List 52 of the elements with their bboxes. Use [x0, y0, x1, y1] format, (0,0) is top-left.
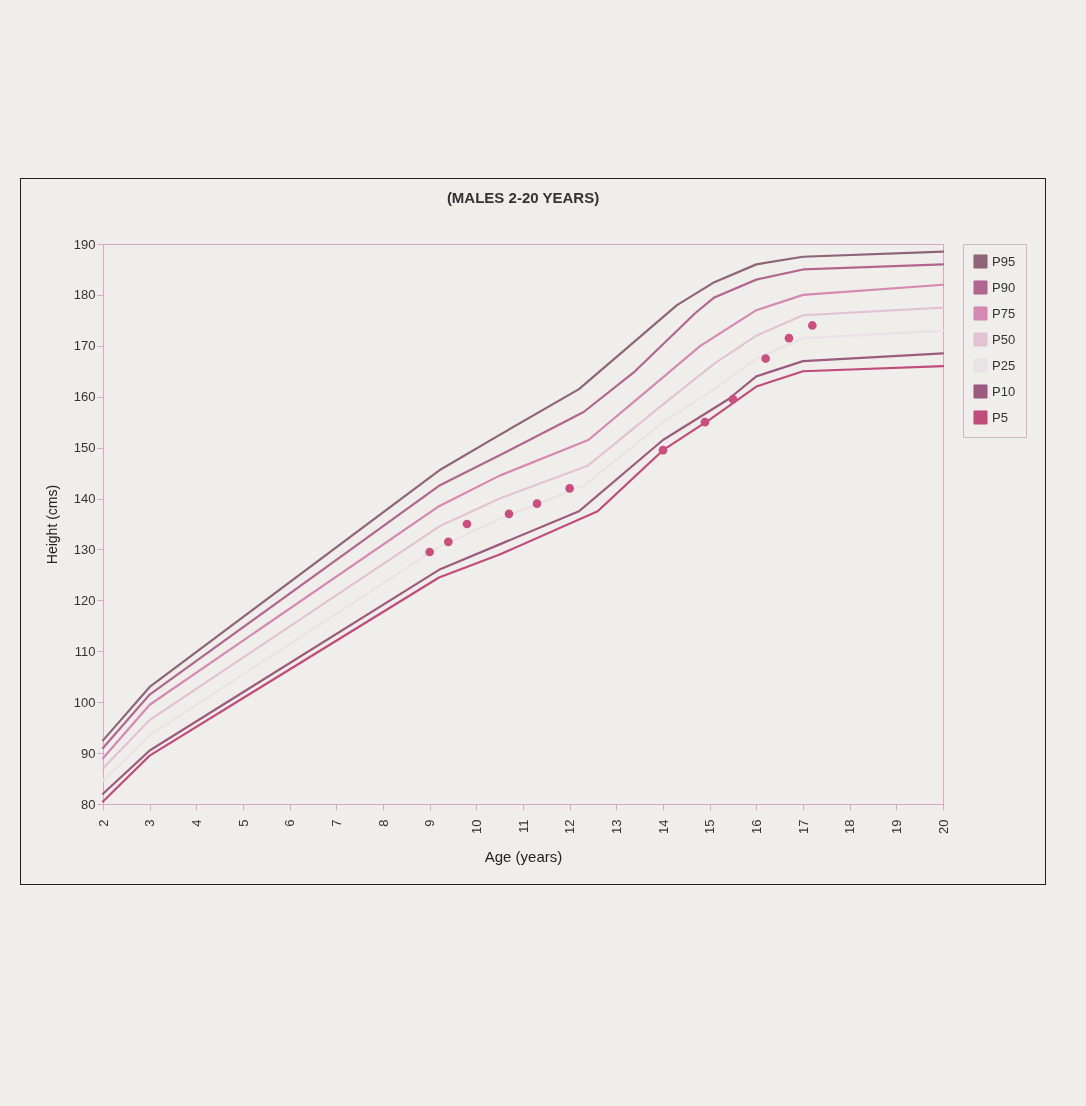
- point: [532, 499, 542, 508]
- y-tick-label: 140: [73, 491, 96, 507]
- x-tick-label: 8: [375, 819, 391, 827]
- point: [700, 417, 710, 427]
- x-tick-label: 3: [142, 819, 158, 827]
- y-tick-label: 110: [74, 643, 96, 659]
- chart-title: (MALES 2-20 YEARS): [446, 189, 600, 206]
- x-tick-label: 15: [702, 819, 718, 834]
- y-tick-label: 90: [81, 745, 96, 761]
- legend-label: P95: [992, 253, 1016, 269]
- point: [761, 354, 770, 363]
- y-tick-label: 80: [81, 796, 96, 812]
- y-tick-label: 180: [73, 287, 96, 303]
- legend-label: P90: [992, 279, 1016, 295]
- x-tick-label: 2: [95, 819, 111, 827]
- legend-label: P10: [992, 383, 1016, 399]
- point: [565, 484, 574, 493]
- legend-label: P50: [992, 331, 1016, 347]
- y-tick-label: 170: [73, 338, 96, 354]
- x-tick-label: 16: [748, 819, 764, 834]
- point: [504, 509, 514, 519]
- point: [425, 547, 434, 557]
- x-tick-label: 18: [842, 819, 858, 834]
- legend-label: P25: [992, 357, 1016, 373]
- x-tick-label: 5: [235, 819, 251, 827]
- y-tick-label: 150: [73, 440, 96, 456]
- x-tick-label: 4: [188, 819, 204, 827]
- point: [444, 537, 453, 547]
- x-tick-label: 11: [515, 819, 531, 833]
- x-tick-label: 7: [328, 819, 344, 827]
- x-tick-label: 9: [422, 819, 438, 827]
- x-tick-label: 6: [282, 819, 298, 827]
- point: [784, 333, 794, 343]
- x-tick-label: 12: [562, 819, 578, 834]
- y-tick-label: 160: [73, 389, 96, 405]
- x-tick-label: 13: [608, 819, 624, 834]
- y-tick-label: 100: [73, 694, 96, 710]
- y-tick-label: 120: [73, 592, 96, 608]
- point: [728, 394, 738, 404]
- x-tick-label: 10: [468, 819, 484, 834]
- x-tick-label: 19: [888, 819, 904, 834]
- legend-label: P5: [992, 409, 1008, 425]
- y-tick-label: 190: [73, 236, 96, 252]
- point: [808, 321, 817, 330]
- x-axis-title: Age (years): [484, 847, 563, 865]
- legend-label: P75: [992, 305, 1016, 321]
- y-axis-title: Height (cms): [43, 484, 60, 565]
- y-tick-label: 130: [73, 541, 96, 557]
- x-tick-label: 14: [655, 819, 671, 834]
- point: [658, 445, 668, 455]
- x-tick-label: 20: [935, 819, 951, 834]
- x-tick-label: 17: [795, 819, 811, 834]
